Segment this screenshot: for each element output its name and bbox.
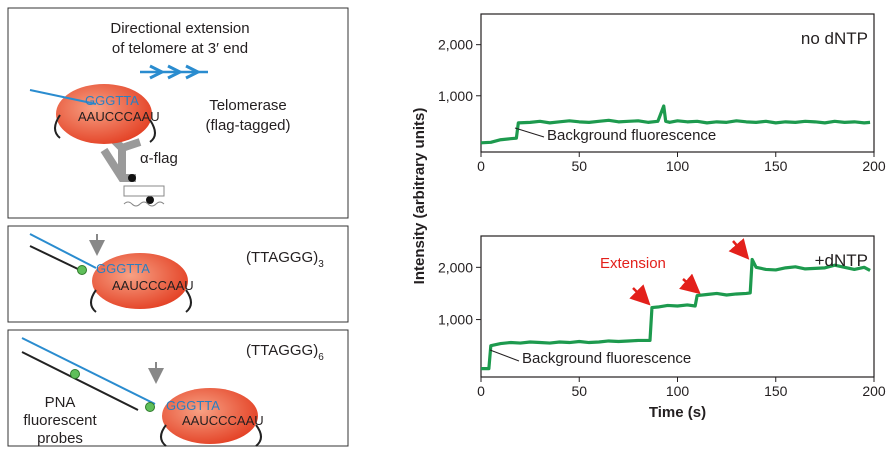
arrow xyxy=(629,284,651,306)
telomerase xyxy=(92,253,188,309)
x-tick-label: 50 xyxy=(571,158,587,174)
label: Telomerase xyxy=(209,97,287,114)
dna-strand xyxy=(21,337,156,405)
probe xyxy=(77,265,87,275)
annotation: Background fluorescence xyxy=(547,127,716,144)
panel-title: of telomere at 3′ end xyxy=(112,40,248,57)
callout xyxy=(514,127,545,138)
probe-strand xyxy=(29,245,81,271)
bead xyxy=(128,174,136,182)
probe-strand xyxy=(21,351,139,411)
telomerase xyxy=(162,388,258,444)
extension-arrows xyxy=(629,238,750,306)
y-tick-label: 1,000 xyxy=(438,312,473,328)
diagram: Directional extension of telomere at 3′ … xyxy=(7,7,349,447)
bead xyxy=(146,196,154,204)
annotation: Extension xyxy=(600,255,666,272)
panel-box xyxy=(7,225,349,323)
x-tick-label: 50 xyxy=(571,383,587,399)
label: α-flag xyxy=(140,150,178,167)
surface xyxy=(123,185,165,207)
data-line xyxy=(480,104,871,145)
repeat-label: (TTAGGG)6 xyxy=(246,342,324,363)
y-tick-label: 2,000 xyxy=(438,259,473,275)
x-tick-label: 100 xyxy=(666,158,690,174)
repeat-label: (TTAGGG)3 xyxy=(246,249,324,270)
panel-label: +dNTP xyxy=(815,251,868,270)
y-tick-label: 1,000 xyxy=(438,88,473,104)
data-line xyxy=(481,257,871,371)
repeat-count: 6 xyxy=(318,352,324,363)
x-tick-label: 200 xyxy=(862,158,886,174)
rna-seq: AAUCCCAAU xyxy=(182,413,264,428)
probe xyxy=(70,369,80,379)
panel-title: Directional extension xyxy=(110,20,249,37)
y-tick-label: 2,000 xyxy=(438,37,473,53)
x-axis-label: Time (s) xyxy=(649,404,706,421)
dna-seq: GGGTTA xyxy=(85,93,139,108)
rna xyxy=(160,424,262,447)
dna-seq: GGGTTA xyxy=(96,261,150,276)
panel-box xyxy=(7,329,349,447)
callout xyxy=(489,349,520,362)
arrow xyxy=(728,238,750,260)
x-tick-label: 100 xyxy=(666,383,690,399)
rna-seq: AAUCCCAAU xyxy=(78,109,160,124)
repeat: (TTAGGG) xyxy=(246,249,318,266)
annotation: Background fluorescence xyxy=(522,350,691,367)
direction-arrow xyxy=(149,64,202,80)
label: fluorescent xyxy=(23,412,97,429)
x-tick-label: 0 xyxy=(477,158,485,174)
rna-seq: AAUCCCAAU xyxy=(112,278,194,293)
probe xyxy=(145,402,155,412)
x-tick-label: 0 xyxy=(477,383,485,399)
x-tick-label: 150 xyxy=(764,158,788,174)
telomerase xyxy=(56,84,152,144)
rna xyxy=(90,289,192,313)
antibody xyxy=(100,133,142,182)
label: (flag-tagged) xyxy=(205,117,290,134)
arrow xyxy=(679,273,701,295)
dna-seq: GGGTTA xyxy=(166,398,220,413)
dna-strand xyxy=(29,89,97,105)
label: PNA xyxy=(45,394,76,411)
y-axis-label: Intensity (arbitrary units) xyxy=(411,108,428,285)
repeat: (TTAGGG) xyxy=(246,342,318,359)
panel-label: no dNTP xyxy=(801,29,868,48)
x-tick-label: 150 xyxy=(764,383,788,399)
repeat-count: 3 xyxy=(318,259,324,270)
x-tick-label: 200 xyxy=(862,383,886,399)
dna-strand xyxy=(29,233,97,269)
rna xyxy=(54,114,156,143)
panel-box xyxy=(7,7,349,219)
label: probes xyxy=(37,430,83,447)
